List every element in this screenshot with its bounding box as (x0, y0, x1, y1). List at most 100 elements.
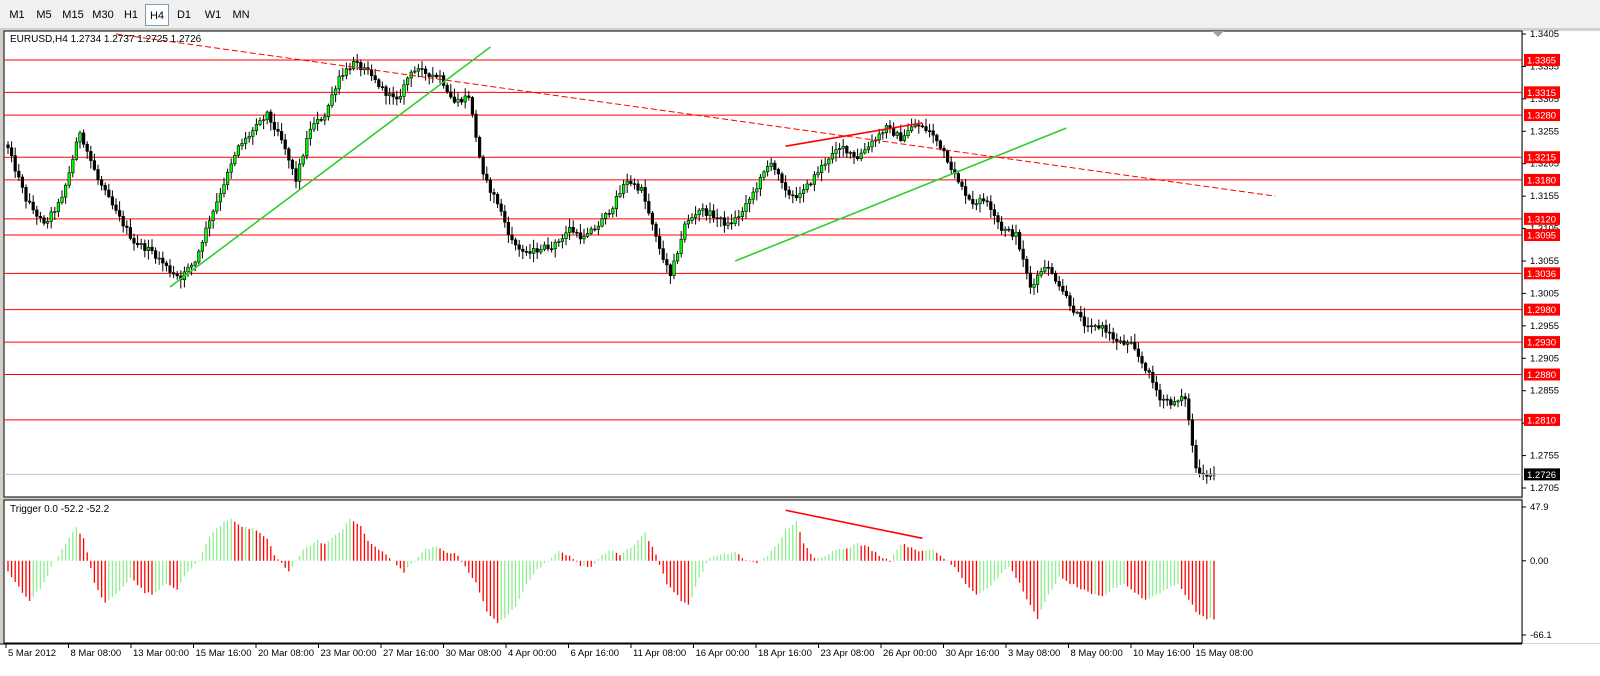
candle-body (261, 119, 266, 122)
candle-body (503, 211, 507, 223)
candle-body (935, 134, 939, 142)
candle-body (481, 156, 485, 175)
candle-body (143, 243, 147, 251)
candle-body (110, 196, 114, 206)
candle-body (326, 105, 331, 118)
candle-body (467, 95, 471, 98)
timeframe-button-h1[interactable]: H1 (123, 9, 139, 21)
candle-body (704, 208, 708, 216)
candle-body (683, 223, 687, 240)
candle-body (611, 208, 615, 215)
candle-body (517, 244, 521, 250)
candle-body (1028, 272, 1032, 288)
candle-body (1064, 290, 1068, 296)
candle-body (629, 180, 633, 184)
candle-body (513, 239, 518, 246)
time-tick-label: 20 Mar 08:00 (258, 648, 314, 659)
candle-body (333, 88, 338, 96)
candle-body (809, 183, 813, 186)
candle-body (434, 74, 439, 78)
time-tick-label: 8 May 00:00 (1071, 648, 1123, 659)
price-tick-label: 1.3255 (1530, 126, 1559, 137)
candle-body (715, 217, 719, 220)
time-tick-label: 4 Apr 00:00 (508, 648, 557, 659)
candle-body (344, 68, 349, 76)
time-tick-label: 23 Mar 00:00 (321, 648, 377, 659)
candle-body (297, 163, 302, 182)
candle-body (499, 203, 503, 212)
level-label: 1.2810 (1527, 415, 1556, 426)
candle-body (819, 165, 824, 173)
candle-body (100, 179, 104, 186)
candle-body (1046, 266, 1050, 269)
time-tick-label: 5 Mar 2012 (8, 648, 56, 659)
timeframe-button-m5[interactable]: M5 (36, 9, 52, 21)
candle-body (27, 200, 32, 203)
candle-body (798, 193, 802, 199)
candle-body (845, 146, 849, 154)
osc-trendline (785, 509, 923, 540)
candle-body (978, 198, 982, 205)
time-tick-label: 8 Mar 08:00 (71, 648, 122, 659)
level-label-bg (1524, 173, 1560, 186)
candle-body (24, 187, 28, 202)
timeframe-button-m1[interactable]: M1 (9, 9, 25, 21)
candle-body (812, 174, 816, 185)
candle-body (1104, 325, 1108, 333)
timeframe-toolbar: M1 M5 M15 M30 H1 H4 D1 W1 MN (0, 0, 1600, 29)
candle-body (89, 150, 93, 161)
candle-body (729, 222, 734, 225)
candle-body (1111, 332, 1115, 340)
level-label-bg (1524, 267, 1560, 280)
candle-body (1122, 340, 1126, 345)
candle-body (283, 139, 287, 150)
candle-body (1198, 467, 1202, 474)
candle-body (769, 162, 773, 167)
trendline (115, 33, 1276, 197)
candle-body (765, 166, 770, 173)
candle-body (459, 98, 464, 103)
candle-body (157, 257, 161, 260)
level-label: 1.3215 (1527, 153, 1556, 164)
timeframe-button-h4[interactable]: H4 (145, 4, 169, 26)
candle-body (85, 143, 89, 152)
candle-body (60, 196, 64, 203)
candle-body (528, 251, 532, 254)
candle-body (254, 124, 259, 131)
candle-body (632, 183, 636, 185)
candle-body (1097, 325, 1101, 329)
candle-body (96, 169, 100, 180)
candle-body (855, 156, 860, 159)
candle-body (125, 225, 129, 228)
candle-body (200, 242, 205, 252)
candle-body (107, 189, 111, 198)
candle-body (1054, 272, 1058, 282)
timeframe-button-w1[interactable]: W1 (204, 9, 222, 21)
timeframe-button-d1[interactable]: D1 (176, 9, 192, 21)
candle-body (733, 217, 737, 224)
candle-body (603, 213, 608, 219)
candle-body (1176, 400, 1180, 403)
candle-body (701, 208, 705, 211)
candle-body (1007, 228, 1011, 231)
candle-body (697, 209, 701, 216)
price-tick-label: 1.3405 (1530, 29, 1559, 40)
candle-body (593, 228, 597, 231)
candle-body (1136, 348, 1140, 357)
timeframe-button-m15[interactable]: M15 (62, 9, 84, 21)
current-price-label: 1.2726 (1527, 470, 1556, 481)
level-label: 1.3120 (1527, 214, 1556, 225)
candle-body (902, 135, 906, 141)
candle-body (319, 119, 323, 121)
level-label: 1.3280 (1527, 111, 1556, 122)
timeframe-button-mn[interactable]: MN (232, 9, 250, 21)
trendline (785, 122, 923, 147)
candle-body (1108, 331, 1112, 334)
osc-tick-label: 47.9 (1530, 502, 1549, 513)
timeframe-button-m30[interactable]: M30 (92, 9, 114, 21)
candle-body (1079, 311, 1083, 318)
candle-body (596, 225, 600, 230)
candle-body (805, 183, 809, 190)
candle-body (780, 173, 784, 183)
candle-body (369, 69, 374, 77)
